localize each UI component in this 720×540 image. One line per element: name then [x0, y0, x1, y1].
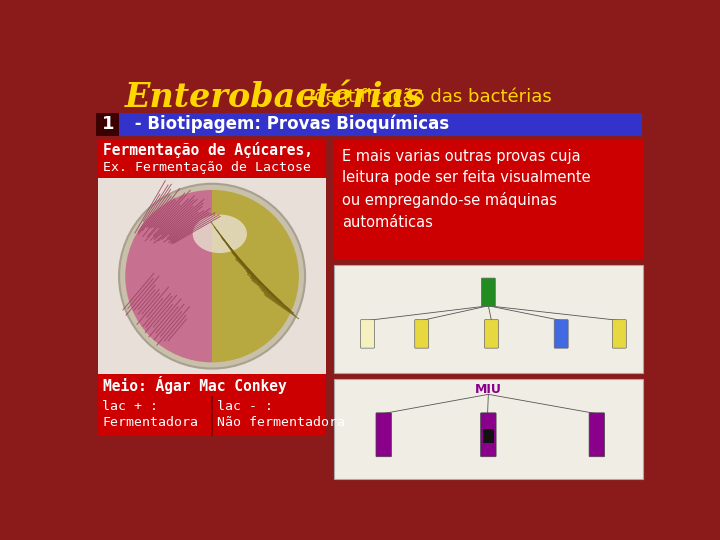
Text: Fermentadora: Fermentadora — [102, 416, 199, 429]
FancyBboxPatch shape — [481, 413, 496, 457]
Wedge shape — [212, 190, 299, 362]
FancyBboxPatch shape — [482, 278, 495, 307]
FancyBboxPatch shape — [96, 112, 120, 136]
Text: Enterobactérias: Enterobactérias — [125, 80, 424, 113]
Text: 1: 1 — [102, 115, 114, 133]
FancyBboxPatch shape — [211, 396, 213, 436]
FancyBboxPatch shape — [485, 320, 498, 348]
Text: –: – — [292, 83, 328, 112]
Text: lac + :: lac + : — [102, 400, 158, 413]
FancyBboxPatch shape — [213, 396, 325, 436]
Text: Ex. Fermentação de Lactose: Ex. Fermentação de Lactose — [103, 161, 311, 174]
FancyBboxPatch shape — [361, 320, 374, 348]
FancyBboxPatch shape — [334, 379, 642, 479]
Text: Identificação das bactérias: Identificação das bactérias — [309, 88, 552, 106]
FancyBboxPatch shape — [120, 112, 642, 136]
FancyBboxPatch shape — [483, 429, 494, 443]
FancyBboxPatch shape — [98, 178, 326, 374]
Wedge shape — [125, 190, 212, 362]
Text: lac - :: lac - : — [217, 400, 274, 413]
Text: MIU: MIU — [475, 383, 502, 396]
Ellipse shape — [119, 184, 305, 369]
Text: - Biotipagem: Provas Bioquímicas: - Biotipagem: Provas Bioquímicas — [129, 115, 449, 133]
Ellipse shape — [193, 214, 247, 253]
Text: Fermentação de Açúcares,: Fermentação de Açúcares, — [103, 142, 313, 158]
Text: Meio: Ágar Mac Conkey: Meio: Ágar Mac Conkey — [103, 376, 287, 394]
FancyBboxPatch shape — [554, 320, 568, 348]
FancyBboxPatch shape — [98, 374, 326, 396]
FancyBboxPatch shape — [589, 413, 605, 457]
FancyBboxPatch shape — [98, 396, 211, 436]
FancyBboxPatch shape — [612, 320, 626, 348]
FancyBboxPatch shape — [98, 139, 326, 178]
Text: Não fermentadora: Não fermentadora — [217, 416, 346, 429]
FancyBboxPatch shape — [334, 139, 642, 259]
Text: E mais varias outras provas cuja
leitura pode ser feita visualmente
ou empregand: E mais varias outras provas cuja leitura… — [342, 148, 590, 230]
FancyBboxPatch shape — [415, 320, 428, 348]
FancyBboxPatch shape — [376, 413, 392, 457]
FancyBboxPatch shape — [334, 265, 642, 373]
